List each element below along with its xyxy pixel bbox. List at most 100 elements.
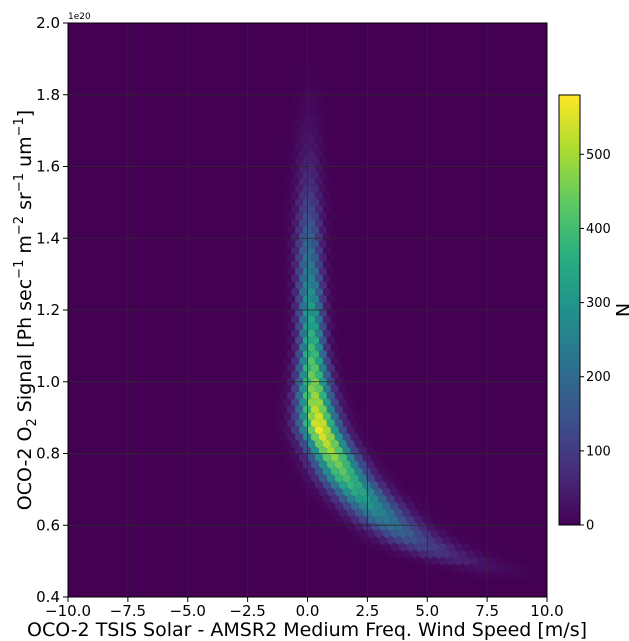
hexbin-cell xyxy=(307,397,315,408)
hexbin-cell xyxy=(323,273,331,283)
hexbin-cell xyxy=(434,508,443,518)
hexbin-cell xyxy=(418,535,427,546)
hexbin-cell xyxy=(374,487,383,497)
hexbin-cell xyxy=(303,473,311,483)
hexbin-cell xyxy=(283,287,292,297)
hexbin-cell xyxy=(330,301,339,311)
hexbin-cell xyxy=(287,170,296,180)
hexbin-cell xyxy=(342,529,351,539)
hexbin-cell xyxy=(326,349,335,359)
hexbin-cell xyxy=(291,94,300,104)
hexbin-cell xyxy=(307,342,315,352)
hexbin-cell xyxy=(307,121,315,132)
hexbin-cell xyxy=(315,453,323,463)
hexbin-cell xyxy=(295,473,303,483)
hexbin-cell xyxy=(330,494,339,504)
hexbin-cell xyxy=(323,246,331,256)
hexbin-cell xyxy=(446,542,455,552)
hexbin-cell xyxy=(326,418,335,428)
hexbin-cell xyxy=(394,508,403,518)
hexbin-cell xyxy=(295,349,303,359)
hexbin-cell xyxy=(311,487,319,497)
hexbin-cell xyxy=(354,522,363,532)
hexbin-cell xyxy=(291,273,300,283)
hexbin-cell xyxy=(370,508,379,518)
hexbin-cell xyxy=(299,177,307,187)
hexbin-cell xyxy=(303,363,311,373)
hexbin-cell xyxy=(291,121,300,132)
hexbin-cell xyxy=(370,466,379,477)
hexbin-cell xyxy=(291,466,300,477)
hexbin-cell xyxy=(402,508,411,518)
hexbin-cell xyxy=(287,156,296,166)
hexbin-cell xyxy=(326,335,335,345)
hexbin-cell xyxy=(330,466,339,477)
hexbin-cell xyxy=(414,542,423,552)
hexbin-cell xyxy=(330,384,339,394)
hexbin-cell xyxy=(315,218,323,228)
hexbin-cell xyxy=(430,515,439,525)
hexbin-cell xyxy=(311,115,319,125)
hexbin-cell xyxy=(330,439,339,449)
hexbin-cell xyxy=(458,549,467,559)
hexbin-cell xyxy=(307,328,315,339)
hexbin-cell xyxy=(338,508,347,518)
hexbin-cell xyxy=(279,294,288,304)
hexbin-cell xyxy=(291,480,300,490)
hexbin-cell xyxy=(307,163,315,173)
hexbin-cell xyxy=(291,425,300,435)
hexbin-cell xyxy=(474,563,483,573)
hexbin-cell xyxy=(446,529,455,539)
hexbin-cell xyxy=(326,391,335,401)
hexbin-cell xyxy=(307,218,315,228)
hexbin-cell xyxy=(299,384,307,394)
hexbin-cell xyxy=(450,549,459,559)
colorbar-ticks: 0 100 200 300 400 500 xyxy=(580,148,611,534)
hexbin-cell xyxy=(418,549,427,559)
hexbin-cell xyxy=(386,508,395,518)
hexbin-cell xyxy=(295,460,303,470)
hexbin-cell xyxy=(295,322,303,332)
hexbin-cell xyxy=(311,253,319,263)
hexbin-cell xyxy=(295,128,303,138)
hexbin-cell xyxy=(319,363,327,373)
hexbin-cell xyxy=(366,432,375,442)
hexbin-cell xyxy=(334,404,343,414)
hexbin-cell xyxy=(287,322,296,332)
hexbin-cell xyxy=(510,570,519,580)
hexbin-cell xyxy=(390,501,399,511)
hexbin-cell xyxy=(470,542,479,552)
hexbin-cell xyxy=(275,384,284,394)
x-tick-label: 7.5 xyxy=(475,602,499,620)
hexbin-cell xyxy=(299,439,307,449)
hexbin-cell xyxy=(323,411,331,421)
hexbin-cell xyxy=(390,487,399,497)
hexbin-cell xyxy=(354,411,363,421)
hexbin-cell xyxy=(283,384,292,394)
hexbin-cell xyxy=(330,232,339,242)
hexbin-cell xyxy=(326,404,335,414)
hexbin-cell xyxy=(279,280,288,290)
hexbin-cell xyxy=(319,115,327,125)
hexbin-cell xyxy=(330,370,339,380)
hexbin-cell xyxy=(291,135,300,145)
hexbin-cell xyxy=(462,556,471,566)
hexbin-cell xyxy=(454,529,463,539)
hexbin-cell xyxy=(370,439,379,449)
hexbin-cell xyxy=(303,308,311,318)
hexbin-cell xyxy=(295,170,303,180)
hexbin-cell xyxy=(438,556,447,566)
hexbin-cell xyxy=(366,460,375,470)
hexbin-cell xyxy=(319,156,327,166)
hexbin-cell xyxy=(323,466,331,477)
hexbin-cell xyxy=(323,439,331,449)
hexbin-cell xyxy=(303,197,311,207)
hexbin-cell xyxy=(307,494,315,504)
hexbin-cell xyxy=(334,501,343,511)
hexbin-cell xyxy=(326,239,335,249)
hexbin-cell xyxy=(326,487,335,497)
hexbin-cell xyxy=(398,529,407,539)
hexbin-cell xyxy=(299,273,307,283)
hexbin-cell xyxy=(323,315,331,325)
hexbin-cell xyxy=(311,363,319,373)
